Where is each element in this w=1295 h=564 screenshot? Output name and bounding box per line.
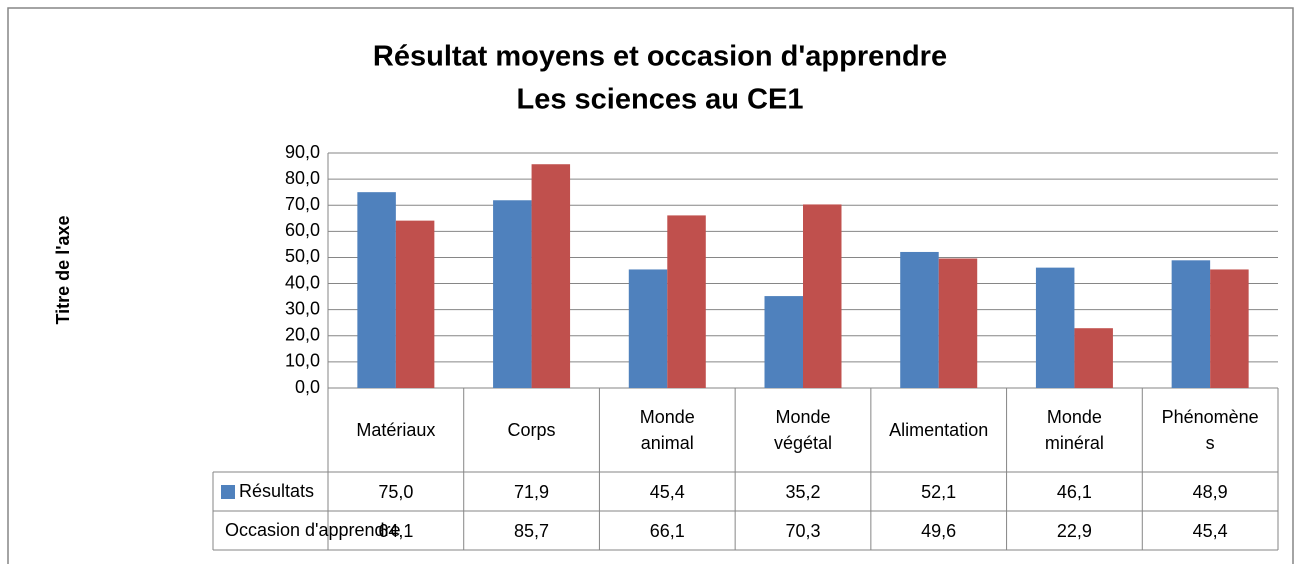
- y-tick-label: 80,0: [285, 168, 320, 188]
- cell-text: 48,9: [1192, 481, 1228, 502]
- x-tick-label: Phénomènes: [1142, 388, 1278, 472]
- y-axis-title: Titre de l'axe: [53, 215, 73, 324]
- chart-subtitle: Les sciences au CE1: [517, 84, 804, 116]
- cell-text: Monde végétal: [773, 407, 832, 453]
- table-value: 45,4: [1142, 511, 1278, 550]
- cell-text: 66,1: [649, 520, 685, 541]
- cell-text: 64,1: [378, 520, 414, 541]
- table-value: 66,1: [599, 511, 735, 550]
- table-value: 75,0: [328, 472, 464, 511]
- y-tick-label: 20,0: [285, 325, 320, 345]
- cell-text: 22,9: [1056, 520, 1092, 541]
- bar: [900, 251, 939, 388]
- y-tick-label: 0,0: [295, 377, 320, 397]
- bar: [667, 215, 706, 388]
- bar: [938, 258, 978, 388]
- y-tick-label: 40,0: [285, 272, 320, 292]
- table-value: 70,3: [735, 511, 871, 550]
- legend-label: Occasion d'apprendre: [225, 520, 401, 540]
- cell-text: 45,4: [649, 481, 685, 502]
- x-tick-label: Monde minéral: [1007, 388, 1143, 472]
- bar: [493, 200, 532, 388]
- table-value: 48,9: [1142, 472, 1278, 511]
- bar: [357, 192, 396, 388]
- cell-text: Corps: [507, 420, 556, 440]
- bar: [1210, 269, 1249, 388]
- legend-label: Résultats: [239, 481, 315, 501]
- x-tick-label: Corps: [464, 388, 600, 472]
- bar: [395, 220, 435, 388]
- table-value: 49,6: [871, 511, 1007, 550]
- cell-text: 70,3: [785, 520, 821, 541]
- legend-swatch: [221, 484, 235, 499]
- table-value: 71,9: [464, 472, 600, 511]
- table-value: 64,1: [328, 511, 464, 550]
- table-value: 85,7: [464, 511, 600, 550]
- legend-entry: Occasion d'apprendre: [213, 511, 401, 550]
- bar: [1035, 267, 1075, 388]
- chart-border: [7, 7, 1294, 564]
- bar: [1171, 260, 1211, 388]
- cell-text: 46,1: [1056, 481, 1092, 502]
- chart-title: Résultat moyens et occasion d'apprendre: [373, 41, 947, 73]
- cell-text: 75,0: [378, 481, 414, 502]
- bar: [803, 204, 842, 388]
- table-value: 45,4: [599, 472, 735, 511]
- table-value: 35,2: [735, 472, 871, 511]
- bar: [764, 296, 803, 388]
- legend-entry: Résultats: [213, 472, 328, 511]
- cell-text: 49,6: [921, 520, 957, 541]
- y-tick-label: 70,0: [285, 194, 320, 214]
- cell-text: 35,2: [785, 481, 821, 502]
- y-tick-label: 90,0: [285, 142, 320, 162]
- x-tick-label: Matériaux: [328, 388, 464, 472]
- cell-text: Monde minéral: [1044, 407, 1104, 453]
- cell-text: Phénomènes: [1161, 407, 1259, 453]
- y-tick-label: 30,0: [285, 298, 320, 318]
- cell-text: Alimentation: [889, 420, 989, 440]
- bar: [1074, 328, 1113, 388]
- bar: [628, 269, 668, 388]
- y-tick-label: 10,0: [285, 351, 320, 371]
- cell-text: 45,4: [1192, 520, 1228, 541]
- x-tick-label: Alimentation: [871, 388, 1007, 472]
- table-value: 46,1: [1007, 472, 1143, 511]
- cell-text: Monde animal: [639, 407, 695, 453]
- x-tick-label: Monde animal: [599, 388, 735, 472]
- cell-text: 71,9: [514, 481, 550, 502]
- cell-text: 52,1: [921, 481, 957, 502]
- cell-text: 85,7: [514, 520, 550, 541]
- x-tick-label: Monde végétal: [735, 388, 871, 472]
- y-tick-label: 50,0: [285, 246, 320, 266]
- table-value: 52,1: [871, 472, 1007, 511]
- table-value: 22,9: [1007, 511, 1143, 550]
- cell-text: Matériaux: [356, 420, 436, 440]
- bar: [531, 164, 571, 388]
- y-tick-label: 60,0: [285, 220, 320, 240]
